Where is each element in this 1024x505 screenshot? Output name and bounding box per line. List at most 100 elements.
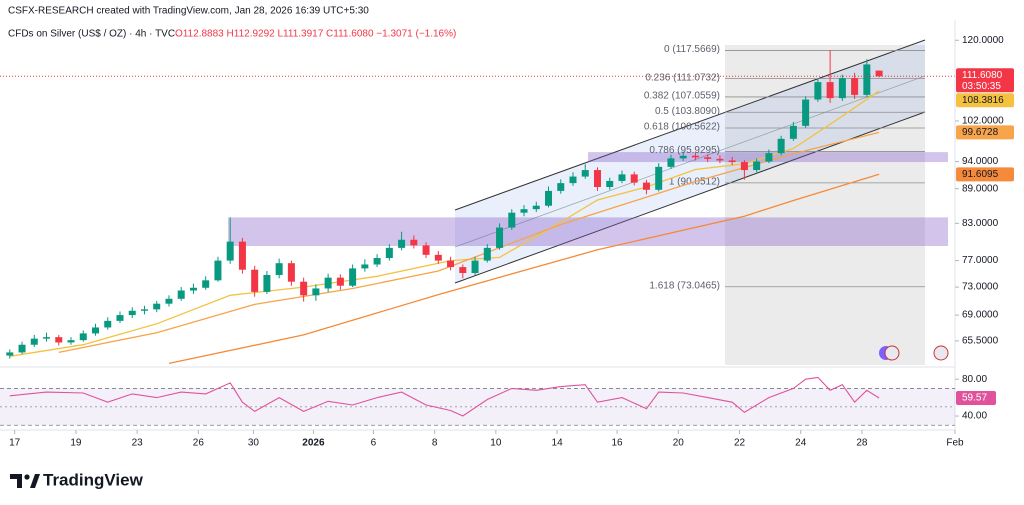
x-tick-label: Feb xyxy=(946,438,964,449)
y-tick-label: 65.5000 xyxy=(962,336,999,347)
event-icon[interactable] xyxy=(884,345,900,361)
x-tick-label: 26 xyxy=(193,438,205,449)
fib-label: 0.5 (103.8090) xyxy=(655,106,720,117)
candle-body xyxy=(18,344,26,353)
candle-body xyxy=(520,209,528,213)
fib-label: 0.382 (107.0559) xyxy=(644,91,720,102)
candle-body xyxy=(140,309,148,311)
candle-body xyxy=(459,267,467,274)
candle-body xyxy=(177,290,185,299)
y-tick-label: 102.0000 xyxy=(962,116,1004,127)
candle-body xyxy=(777,138,785,154)
candle-body xyxy=(214,260,222,281)
fib-label: 0 (117.5669) xyxy=(664,44,720,55)
candle-body xyxy=(508,212,516,228)
candle-body xyxy=(483,247,491,261)
rsi-y-tick-label: 40.00 xyxy=(962,411,987,422)
candle-body xyxy=(814,82,822,100)
candle-body xyxy=(606,180,614,188)
candle-body xyxy=(275,263,283,275)
last-price-box xyxy=(956,68,1014,93)
candle-body xyxy=(361,264,369,269)
candle-body xyxy=(789,125,797,139)
ohlc-values: O112.8883 H112.9292 L111.3917 C111.6080 … xyxy=(175,29,456,40)
candle-body xyxy=(557,183,565,191)
candle-body xyxy=(312,288,320,296)
event-icon[interactable] xyxy=(933,345,949,361)
candle-body xyxy=(67,340,75,343)
y-tick-label: 120.0000 xyxy=(962,35,1004,46)
candle-body xyxy=(569,176,577,184)
rsi-line xyxy=(9,376,880,417)
candle-body xyxy=(863,64,871,95)
fib-label: 0.786 (95.9295) xyxy=(649,145,720,156)
moving-average xyxy=(58,131,880,354)
x-tick-label: 28 xyxy=(856,438,868,449)
candle-body xyxy=(618,174,626,181)
candle-body xyxy=(251,269,259,292)
fib-label: 0.618 (100.5622) xyxy=(644,122,720,133)
candle-body xyxy=(43,337,51,339)
candle-body xyxy=(128,310,136,316)
candle-body xyxy=(165,298,173,304)
ma-price-label: 91.6095 xyxy=(962,169,999,180)
x-tick-label: 16 xyxy=(612,438,624,449)
candle-body xyxy=(802,99,810,126)
candle-body xyxy=(728,160,736,163)
candle-body xyxy=(153,303,161,310)
candle-body xyxy=(349,268,357,286)
candle-body xyxy=(79,333,87,341)
candle-body xyxy=(263,274,271,292)
candle-body xyxy=(300,281,308,296)
candle-body xyxy=(838,78,846,99)
candle-body xyxy=(851,78,859,95)
candle-body xyxy=(238,241,246,270)
candle-body xyxy=(324,277,332,289)
candle-body xyxy=(434,254,442,261)
candle-body xyxy=(655,166,663,190)
y-tick-label: 77.0000 xyxy=(962,255,999,266)
fib-area xyxy=(725,45,925,365)
candle-body xyxy=(226,241,234,261)
candle-body xyxy=(581,170,589,177)
x-tick-label: 10 xyxy=(490,438,502,449)
zone xyxy=(228,217,948,246)
x-tick-label: 6 xyxy=(371,438,377,449)
fib-label: 1.618 (73.0465) xyxy=(649,280,720,291)
ma-price-label: 99.6728 xyxy=(962,127,999,138)
candle-body xyxy=(189,287,197,291)
ma-price-label: 108.3816 xyxy=(962,95,1004,106)
legend-title: CFDs on Silver (US$ / OZ) · 4h · TVC xyxy=(8,29,175,40)
y-tick-label: 69.0000 xyxy=(962,310,999,321)
candle-body xyxy=(691,155,699,158)
candle-body xyxy=(202,280,210,288)
header: CSFX-RESEARCH created with TradingView.c… xyxy=(8,6,369,17)
candle-body xyxy=(593,170,601,188)
x-tick-label: 23 xyxy=(132,438,144,449)
candle-body xyxy=(92,327,99,334)
candle-body xyxy=(373,258,381,265)
candle-body xyxy=(30,338,38,345)
candle-body xyxy=(765,153,773,162)
candle-body xyxy=(740,162,748,171)
candle-body xyxy=(875,70,883,77)
candle-body xyxy=(679,155,687,159)
rsi-value-label: 59.57 xyxy=(962,393,987,404)
channel-mid xyxy=(454,75,926,248)
ma-price-box xyxy=(956,167,1014,182)
x-tick-label: 22 xyxy=(734,438,746,449)
x-tick-label: 24 xyxy=(795,438,807,449)
candle-body xyxy=(55,337,63,343)
y-tick-label: 94.0000 xyxy=(962,156,999,167)
brand: TradingView xyxy=(43,470,144,489)
fib-label: 0.236 (111.0732) xyxy=(645,72,720,83)
y-tick-label: 89.0000 xyxy=(962,183,999,194)
candle-body xyxy=(336,277,344,286)
candle-body xyxy=(398,239,406,248)
candle-body xyxy=(532,205,540,210)
candle-body xyxy=(667,158,675,167)
candle-body xyxy=(630,174,638,183)
x-tick-label: 17 xyxy=(9,438,21,449)
candle-body xyxy=(447,260,455,268)
